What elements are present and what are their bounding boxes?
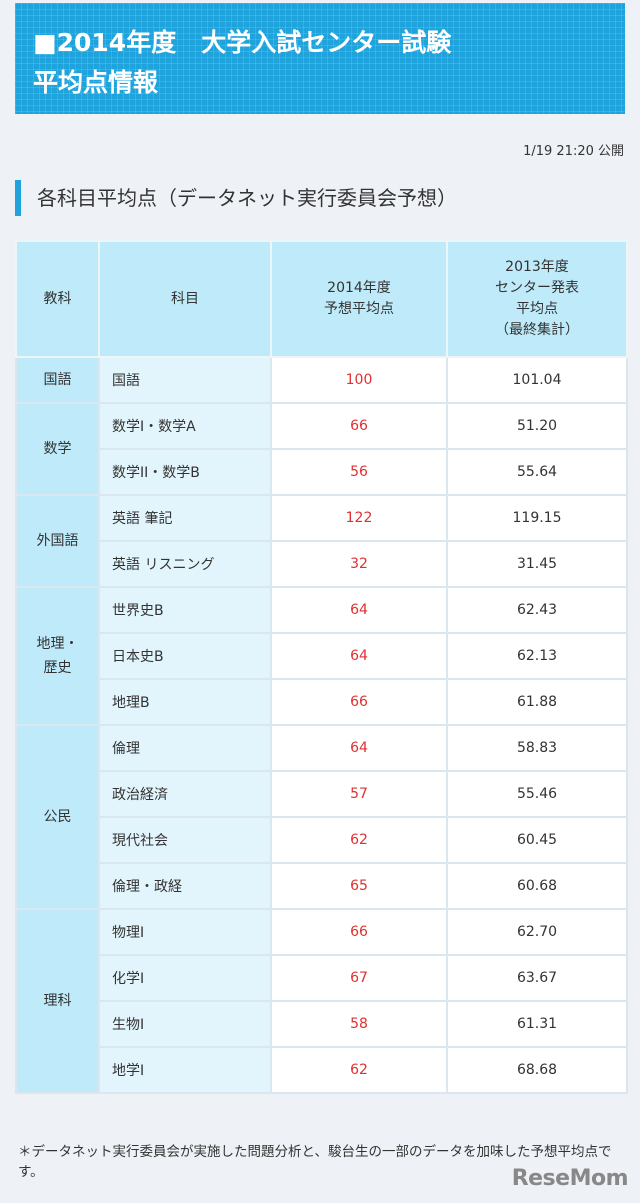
column-header: 科目 [98, 240, 272, 358]
average-score-table: 教科 科目 2014年度 予想平均点 2013年度 センター発表 平均点 （最終集計）… [15, 240, 628, 1094]
table-row: 現代社会 62 60.45 [16, 816, 628, 864]
predicted-average: 65 [270, 862, 448, 910]
subject-name: 日本史B [98, 632, 272, 680]
table-row: 公民 倫理 64 58.83 [15, 724, 628, 910]
subject-group: 公民 [15, 724, 100, 910]
table-row: 数学 数学I・数学A 66 51.20 [15, 402, 628, 496]
subject-name: 倫理 [98, 724, 272, 772]
predicted-average: 122 [270, 494, 448, 542]
subject-name: 化学I [98, 954, 272, 1002]
subject-name: 英語 筆記 [98, 494, 272, 542]
predicted-average: 62 [270, 816, 448, 864]
previous-average: 61.88 [446, 678, 628, 726]
column-header: 教科 [15, 240, 100, 358]
subject-name: 生物I [98, 1000, 272, 1048]
subject-name: 英語 リスニング [98, 540, 272, 588]
previous-average: 119.15 [446, 494, 628, 542]
section-title: 各科目平均点（データネット実行委員会予想） [15, 180, 457, 216]
table-row: 化学I 67 63.67 [16, 954, 628, 1002]
table-row: 外国語 英語 筆記 122 119.15 [15, 494, 628, 588]
table-row: 生物I 58 61.31 [16, 1000, 628, 1048]
subject-name: 世界史B [98, 586, 272, 634]
predicted-average: 67 [270, 954, 448, 1002]
previous-average: 51.20 [446, 402, 628, 450]
table-row: 政治経済 57 55.46 [16, 770, 628, 818]
banner-title-line1: ■2014年度 大学入試センター試験 [33, 28, 452, 57]
predicted-average: 66 [270, 678, 448, 726]
subject-group: 外国語 [15, 494, 100, 588]
table-row: 倫理・政経 65 60.68 [16, 862, 628, 910]
predicted-average: 64 [270, 632, 448, 680]
previous-average: 101.04 [446, 356, 628, 404]
subject-name: 政治経済 [98, 770, 272, 818]
subject-name: 地学I [98, 1046, 272, 1094]
predicted-average: 66 [270, 402, 448, 450]
published-time: 1/19 21:20 公開 [523, 144, 624, 159]
predicted-average: 58 [270, 1000, 448, 1048]
subject-name: 国語 [98, 356, 272, 404]
table-row: 理科 物理I 66 62.70 [15, 908, 628, 1094]
table-row: 国語 国語 100 101.04 [15, 356, 628, 404]
previous-average: 62.43 [446, 586, 628, 634]
previous-average: 68.68 [446, 1046, 628, 1094]
subject-name: 数学I・数学A [98, 402, 272, 450]
predicted-average: 64 [270, 586, 448, 634]
table-row: 英語 リスニング 32 31.45 [16, 540, 628, 588]
previous-average: 63.67 [446, 954, 628, 1002]
subject-name: 物理I [98, 908, 272, 956]
predicted-average: 57 [270, 770, 448, 818]
table-row: 数学II・数学B 56 55.64 [16, 448, 628, 496]
previous-average: 60.68 [446, 862, 628, 910]
predicted-average: 32 [270, 540, 448, 588]
previous-average: 60.45 [446, 816, 628, 864]
table-row: 地理・ 歴史 世界史B 64 62.43 [15, 586, 628, 726]
footnote: ＊データネット実行委員会が実施した問題分析と、駿台生の一部のデータを加味した予想… [18, 1144, 612, 1180]
subject-group: 理科 [15, 908, 100, 1094]
column-header: 2013年度 センター発表 平均点 （最終集計） [446, 240, 628, 358]
predicted-average: 64 [270, 724, 448, 772]
column-header: 2014年度 予想平均点 [270, 240, 448, 358]
subject-name: 数学II・数学B [98, 448, 272, 496]
subject-group: 地理・ 歴史 [15, 586, 100, 726]
subject-name: 現代社会 [98, 816, 272, 864]
subject-name: 地理B [98, 678, 272, 726]
banner-title-line2: 平均点情報 [33, 68, 159, 97]
previous-average: 55.64 [446, 448, 628, 496]
predicted-average: 62 [270, 1046, 448, 1094]
predicted-average: 66 [270, 908, 448, 956]
predicted-average: 56 [270, 448, 448, 496]
table-row: 地理B 66 61.88 [16, 678, 628, 726]
previous-average: 55.46 [446, 770, 628, 818]
subject-group: 国語 [15, 356, 100, 404]
subject-name: 倫理・政経 [98, 862, 272, 910]
previous-average: 62.70 [446, 908, 628, 956]
previous-average: 62.13 [446, 632, 628, 680]
subject-group: 数学 [15, 402, 100, 496]
resemom-logo: ReseMom [511, 1166, 629, 1191]
predicted-average: 100 [270, 356, 448, 404]
previous-average: 61.31 [446, 1000, 628, 1048]
previous-average: 31.45 [446, 540, 628, 588]
page-banner: ■2014年度 大学入試センター試験 平均点情報 [15, 3, 625, 114]
table-row: 日本史B 64 62.13 [16, 632, 628, 680]
previous-average: 58.83 [446, 724, 628, 772]
table-row: 地学I 62 68.68 [16, 1046, 628, 1094]
